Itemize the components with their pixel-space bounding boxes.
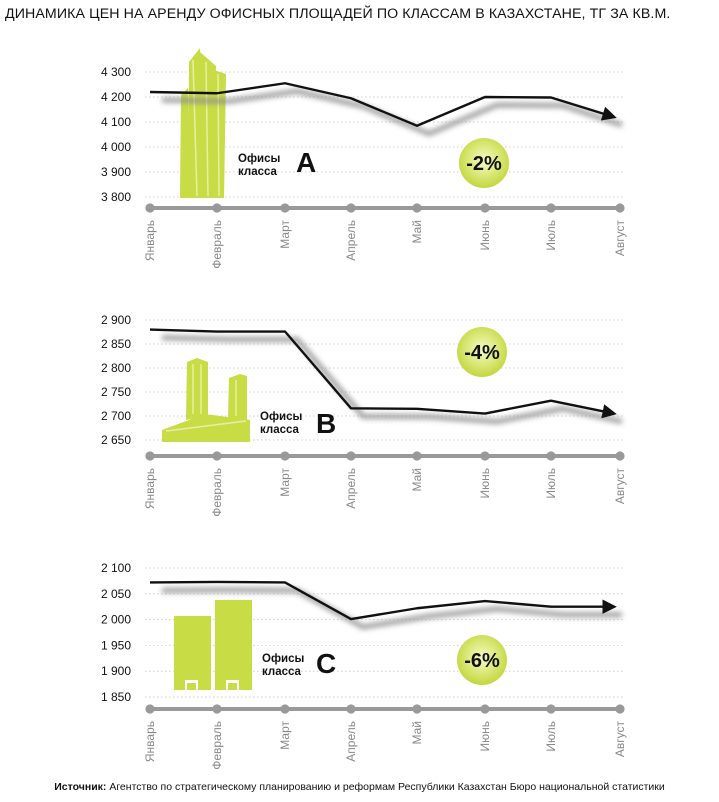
y-tick-label: 3 800: [101, 190, 131, 204]
chart-panel-class-a: 3 800 3 900 4 000 4 100 4 200 4 300 Январь Февр…: [101, 48, 627, 269]
x-tick-label: Июнь: [478, 468, 492, 499]
x-axis-dot: [546, 203, 556, 213]
block-buildings-icon: [174, 600, 252, 690]
x-tick-label: Январь: [143, 468, 157, 509]
x-tick-label: Июнь: [478, 220, 492, 251]
y-tick-label: 1 950: [101, 638, 131, 652]
y-tick-label: 2 900: [101, 313, 131, 327]
series-shadow: [161, 587, 622, 630]
class-letter: B: [316, 408, 336, 439]
change-badge: [457, 635, 507, 685]
x-tick-label: Август: [613, 220, 627, 257]
class-label: Офисы класса: [260, 411, 302, 436]
x-tick-label: Июнь: [478, 721, 492, 752]
x-axis-dot: [615, 451, 625, 461]
y-tick-label: 2 650: [101, 433, 131, 447]
x-axis-dot: [145, 203, 155, 213]
x-axis-dot: [145, 704, 155, 714]
source-label: Источник:: [54, 781, 107, 793]
x-axis-dot: [280, 203, 290, 213]
x-tick-label: Апрель: [344, 468, 358, 509]
x-axis-dot: [615, 704, 625, 714]
x-axis-dot: [412, 451, 422, 461]
y-tick-label: 2 750: [101, 385, 131, 399]
x-axis-dot: [615, 203, 625, 213]
series-line: [149, 328, 617, 419]
x-tick-label: Июль: [544, 220, 558, 251]
y-tick-label: 1 850: [101, 690, 131, 704]
y-tick-label: 2 000: [101, 613, 131, 627]
y-tick-label: 4 000: [101, 140, 131, 154]
x-axis-dot: [280, 451, 290, 461]
x-axis-dot: [346, 451, 356, 461]
series-shadow: [161, 335, 623, 425]
chart-panel-class-b: 2 650 2 700 2 750 2 800 2 850 2 900 Январь Февр…: [101, 313, 627, 517]
y-tick-label: 2 050: [101, 587, 131, 601]
x-tick-label: Апрель: [344, 721, 358, 762]
y-tick-label: 2 850: [101, 337, 131, 351]
x-axis-dot: [145, 451, 155, 461]
x-tick-label: Август: [613, 721, 627, 758]
y-tick-label: 4 300: [101, 65, 131, 79]
change-label: -4%: [464, 342, 500, 364]
x-axis-dot: [212, 203, 222, 213]
class-label: Офисы класса: [262, 653, 304, 678]
tower-building-icon: [180, 48, 226, 198]
y-tick-label: 2 800: [101, 361, 131, 375]
x-tick-label: Февраль: [210, 468, 224, 517]
page-title: ДИНАМИКА ЦЕН НА АРЕНДУ ОФИСНЫХ ПЛОЩАДЕЙ …: [5, 6, 671, 22]
class-letter: A: [296, 147, 316, 178]
x-axis-dot: [546, 451, 556, 461]
source-note: Источник: Агентство по стратегическому п…: [0, 781, 719, 793]
source-text: Агентство по стратегическому планировани…: [109, 781, 665, 793]
x-tick-label: Август: [613, 468, 627, 505]
office-buildings-icon: [162, 358, 250, 442]
x-axis-dot: [480, 704, 490, 714]
x-tick-label: Май: [410, 721, 424, 745]
x-axis-dot: [480, 203, 490, 213]
x-axis-dot: [546, 704, 556, 714]
x-axis-dot: [412, 704, 422, 714]
x-axis-dot: [480, 451, 490, 461]
change-label: -6%: [464, 650, 500, 672]
x-tick-label: Март: [278, 220, 292, 249]
x-axis-dot: [280, 704, 290, 714]
change-badge: [457, 327, 507, 377]
x-tick-label: Февраль: [210, 721, 224, 770]
series-shadow: [161, 88, 623, 137]
x-tick-label: Февраль: [210, 220, 224, 269]
class-label: Офисы класса: [238, 153, 280, 178]
x-tick-label: Май: [410, 468, 424, 492]
x-axis-dot: [212, 704, 222, 714]
y-tick-label: 2 100: [101, 561, 131, 575]
x-tick-label: Март: [278, 468, 292, 497]
y-tick-label: 3 900: [101, 165, 131, 179]
series-line: [149, 580, 617, 621]
x-tick-label: Май: [410, 220, 424, 244]
x-axis-dot: [412, 203, 422, 213]
x-tick-label: Март: [278, 721, 292, 750]
x-tick-label: Январь: [143, 220, 157, 261]
class-letter: C: [316, 648, 336, 679]
y-tick-label: 1 900: [101, 664, 131, 678]
change-badge: [459, 138, 509, 188]
x-axis-dot: [212, 451, 222, 461]
x-tick-label: Июль: [544, 468, 558, 499]
y-tick-label: 2 700: [101, 409, 131, 423]
series-line: [149, 82, 617, 127]
y-tick-label: 4 200: [101, 90, 131, 104]
x-tick-label: Апрель: [344, 220, 358, 261]
x-axis-dot: [346, 704, 356, 714]
chart-panel-class-c: 1 850 1 900 1 950 2 000 2 050 2 100 Январь Февр…: [101, 561, 627, 770]
y-tick-label: 4 100: [101, 115, 131, 129]
x-tick-label: Январь: [143, 721, 157, 762]
x-tick-label: Июль: [544, 721, 558, 752]
change-label: -2%: [466, 153, 502, 175]
x-axis-dot: [346, 203, 356, 213]
